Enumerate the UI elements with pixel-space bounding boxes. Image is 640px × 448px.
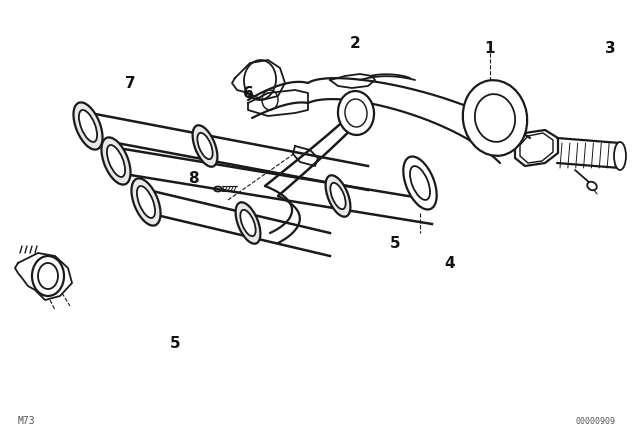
Text: 2: 2 bbox=[349, 35, 360, 51]
Ellipse shape bbox=[74, 103, 102, 150]
Text: 8: 8 bbox=[188, 171, 198, 185]
Ellipse shape bbox=[588, 182, 596, 190]
Text: 00000909: 00000909 bbox=[575, 417, 615, 426]
Ellipse shape bbox=[79, 110, 97, 142]
Ellipse shape bbox=[193, 125, 218, 167]
Text: M73: M73 bbox=[18, 416, 36, 426]
Ellipse shape bbox=[214, 186, 222, 191]
Text: 5: 5 bbox=[170, 336, 180, 350]
Text: 3: 3 bbox=[605, 40, 615, 56]
Ellipse shape bbox=[32, 256, 64, 296]
Ellipse shape bbox=[326, 175, 351, 217]
Ellipse shape bbox=[131, 178, 161, 226]
Ellipse shape bbox=[463, 80, 527, 156]
Text: 4: 4 bbox=[445, 255, 455, 271]
Ellipse shape bbox=[107, 145, 125, 177]
Ellipse shape bbox=[102, 138, 131, 185]
Ellipse shape bbox=[330, 183, 346, 209]
Text: 7: 7 bbox=[125, 76, 135, 90]
Ellipse shape bbox=[197, 133, 212, 159]
Text: 1: 1 bbox=[484, 40, 495, 56]
Ellipse shape bbox=[137, 186, 155, 218]
Ellipse shape bbox=[338, 91, 374, 135]
Text: 5: 5 bbox=[390, 236, 400, 250]
Ellipse shape bbox=[241, 210, 255, 236]
Ellipse shape bbox=[614, 142, 626, 170]
Text: 6: 6 bbox=[243, 86, 253, 100]
Ellipse shape bbox=[236, 202, 260, 244]
Ellipse shape bbox=[403, 156, 436, 210]
